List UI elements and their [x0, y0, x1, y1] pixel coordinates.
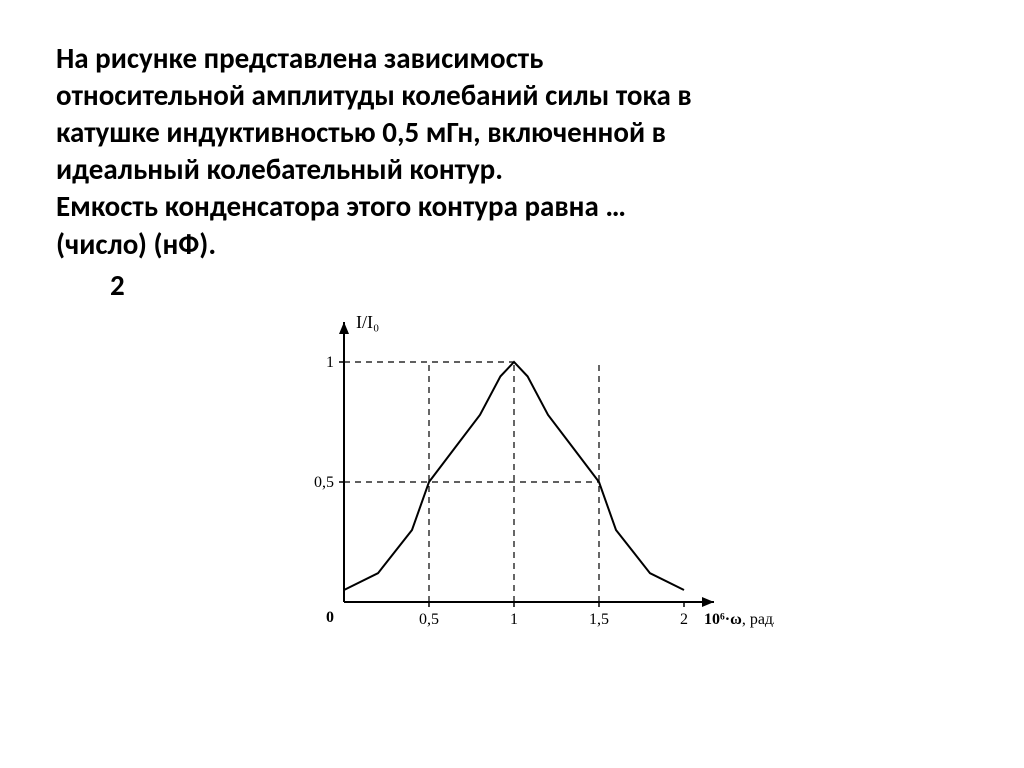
problem-line: идеальный колебательный контур. [56, 151, 968, 188]
problem-line: Емкость конденсатора этого контура равна… [56, 188, 968, 225]
resonance-chart: 0,5 1 1,5 2 0 0,5 1 I/I₀ 10⁶·ω, рад/с [274, 302, 774, 652]
svg-text:0: 0 [326, 609, 334, 626]
problem-line: катушке индуктивностью 0,5 мГн, включенн… [56, 114, 968, 151]
problem-line: относительной амплитуды колебаний силы т… [56, 77, 968, 114]
problem-text: На рисунке представлена зависимость отно… [56, 40, 968, 263]
svg-text:1: 1 [326, 354, 334, 371]
svg-text:10⁶·ω, рад/с: 10⁶·ω, рад/с [704, 611, 774, 628]
problem-line: На рисунке представлена зависимость [56, 40, 968, 77]
svg-text:I/I₀: I/I₀ [356, 312, 379, 332]
chart-svg: 0,5 1 1,5 2 0 0,5 1 I/I₀ 10⁶·ω, рад/с [274, 302, 774, 652]
svg-text:0,5: 0,5 [419, 611, 439, 628]
slide: На рисунке представлена зависимость отно… [0, 0, 1024, 768]
svg-text:0,5: 0,5 [314, 474, 334, 491]
problem-line: (число) (нФ). [56, 226, 968, 263]
answer-value: 2 [110, 267, 968, 303]
svg-text:1: 1 [510, 611, 518, 628]
svg-text:2: 2 [680, 611, 688, 628]
svg-text:1,5: 1,5 [589, 611, 609, 628]
